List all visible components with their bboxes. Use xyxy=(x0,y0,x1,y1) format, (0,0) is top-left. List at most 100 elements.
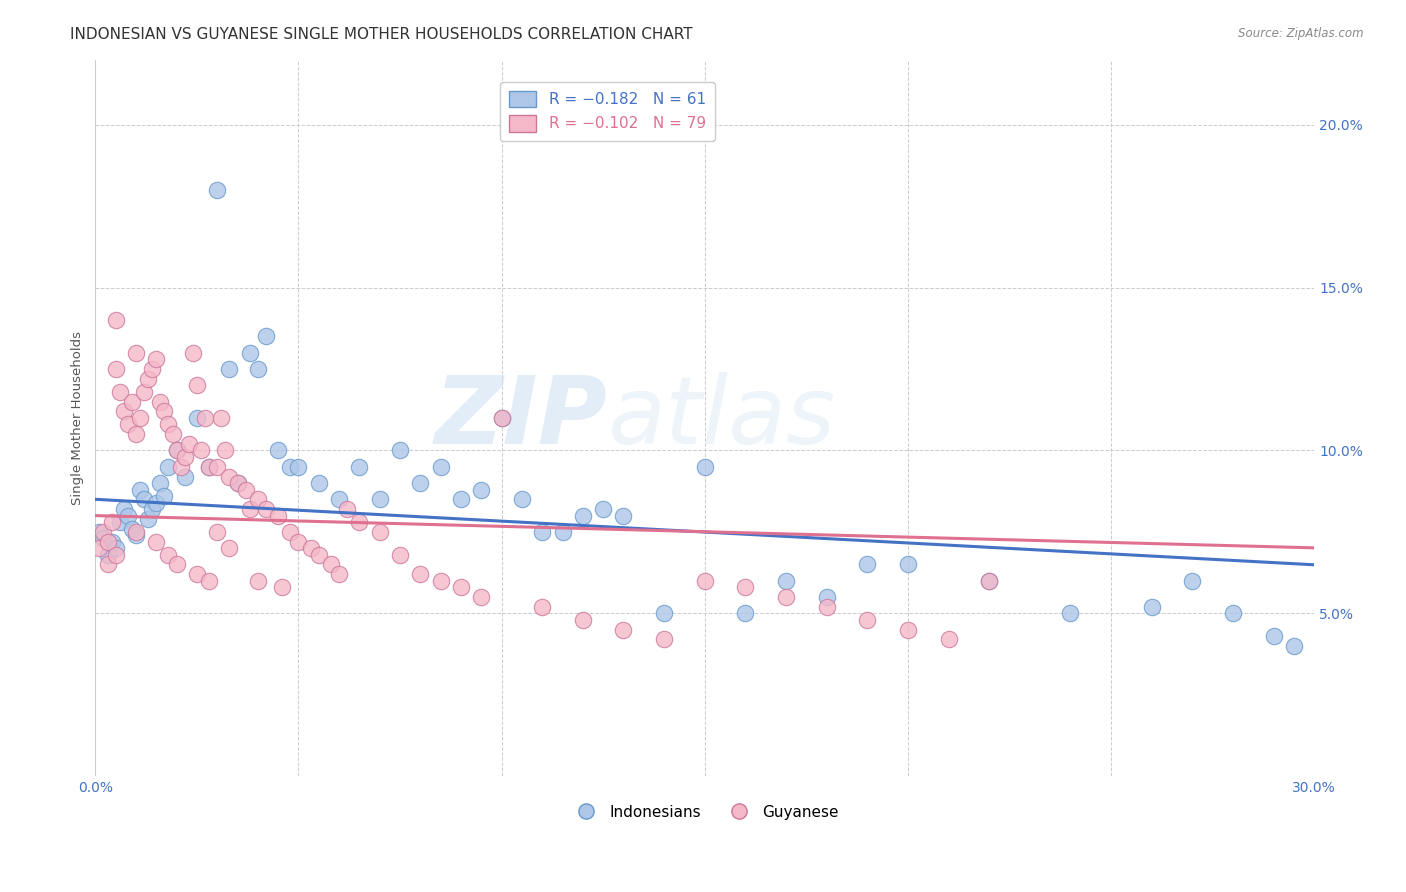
Point xyxy=(815,590,838,604)
Point xyxy=(207,459,229,474)
Point xyxy=(450,580,472,594)
Point xyxy=(429,574,451,588)
Point xyxy=(93,532,115,546)
Point xyxy=(856,558,879,572)
Point xyxy=(1263,629,1285,643)
Point xyxy=(734,580,756,594)
Point xyxy=(214,443,236,458)
Text: INDONESIAN VS GUYANESE SINGLE MOTHER HOUSEHOLDS CORRELATION CHART: INDONESIAN VS GUYANESE SINGLE MOTHER HOU… xyxy=(70,27,693,42)
Point xyxy=(166,558,188,572)
Point xyxy=(572,613,595,627)
Point xyxy=(271,580,294,594)
Point xyxy=(235,483,257,497)
Point xyxy=(104,362,127,376)
Point xyxy=(129,410,152,425)
Point xyxy=(169,459,191,474)
Point xyxy=(510,492,533,507)
Point xyxy=(166,443,188,458)
Point xyxy=(328,567,350,582)
Point xyxy=(177,437,200,451)
Point xyxy=(239,345,262,359)
Point xyxy=(368,524,391,539)
Point xyxy=(693,574,716,588)
Point xyxy=(186,378,208,392)
Point xyxy=(125,528,148,542)
Point xyxy=(308,548,330,562)
Point xyxy=(734,607,756,621)
Point xyxy=(470,590,492,604)
Point xyxy=(181,345,204,359)
Point xyxy=(349,515,371,529)
Point xyxy=(89,541,111,556)
Point xyxy=(125,345,148,359)
Point xyxy=(299,541,322,556)
Point xyxy=(207,524,229,539)
Point xyxy=(652,607,675,621)
Point xyxy=(246,362,269,376)
Point xyxy=(132,492,155,507)
Point xyxy=(209,410,232,425)
Point xyxy=(531,599,554,614)
Point xyxy=(149,476,172,491)
Point xyxy=(136,372,159,386)
Point xyxy=(198,459,221,474)
Point xyxy=(125,427,148,442)
Point xyxy=(897,558,920,572)
Point xyxy=(267,508,290,523)
Point xyxy=(96,548,118,562)
Point xyxy=(104,541,127,556)
Point xyxy=(121,394,143,409)
Point xyxy=(218,362,240,376)
Point xyxy=(979,574,1001,588)
Point xyxy=(368,492,391,507)
Point xyxy=(149,394,172,409)
Point xyxy=(267,443,290,458)
Point xyxy=(409,476,432,491)
Point xyxy=(145,534,167,549)
Point xyxy=(491,410,513,425)
Point xyxy=(190,443,212,458)
Point xyxy=(89,524,111,539)
Point xyxy=(104,548,127,562)
Point xyxy=(389,443,412,458)
Point xyxy=(125,524,148,539)
Point xyxy=(104,313,127,327)
Point xyxy=(129,483,152,497)
Point xyxy=(592,502,614,516)
Point xyxy=(136,512,159,526)
Point xyxy=(194,410,217,425)
Point xyxy=(1181,574,1204,588)
Point xyxy=(775,590,797,604)
Text: ZIP: ZIP xyxy=(434,372,607,464)
Point xyxy=(153,489,176,503)
Point xyxy=(112,502,135,516)
Point xyxy=(308,476,330,491)
Point xyxy=(173,469,195,483)
Point xyxy=(336,502,359,516)
Legend: Indonesians, Guyanese: Indonesians, Guyanese xyxy=(565,798,845,826)
Point xyxy=(186,567,208,582)
Point xyxy=(856,613,879,627)
Point xyxy=(96,558,118,572)
Point xyxy=(93,524,115,539)
Point xyxy=(815,599,838,614)
Point xyxy=(491,410,513,425)
Point xyxy=(254,329,277,343)
Point xyxy=(141,502,163,516)
Point xyxy=(328,492,350,507)
Point xyxy=(319,558,342,572)
Point xyxy=(531,524,554,539)
Point xyxy=(218,541,240,556)
Point xyxy=(117,508,139,523)
Point xyxy=(254,502,277,516)
Point xyxy=(121,522,143,536)
Point xyxy=(157,459,180,474)
Point xyxy=(141,362,163,376)
Point xyxy=(166,443,188,458)
Point xyxy=(1140,599,1163,614)
Point xyxy=(108,384,131,399)
Point xyxy=(287,459,309,474)
Point xyxy=(450,492,472,507)
Point xyxy=(551,524,574,539)
Point xyxy=(239,502,262,516)
